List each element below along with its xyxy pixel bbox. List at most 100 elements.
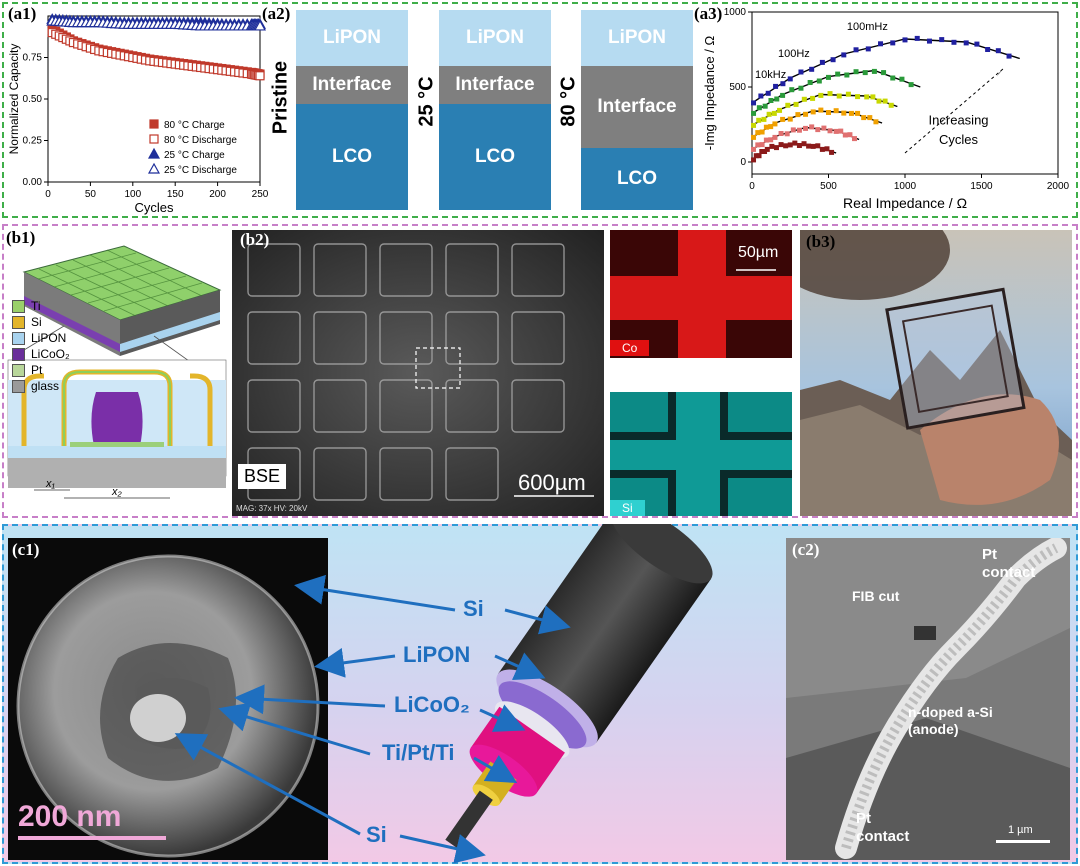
sem-bse-image: BSE 600µm MAG: 37x HV: 20kV xyxy=(232,230,604,516)
series-2 xyxy=(751,107,883,140)
data-point xyxy=(774,96,780,102)
data-point xyxy=(985,47,991,52)
callout-licoo2: LiCoO₂ xyxy=(394,692,470,717)
data-point xyxy=(818,107,824,113)
data-point xyxy=(890,75,896,81)
data-point xyxy=(864,94,870,100)
data-point xyxy=(888,102,894,108)
x-axis-label: Real Impedance / Ω xyxy=(843,195,967,211)
data-point xyxy=(908,82,914,88)
data-point xyxy=(871,68,877,74)
data-point xyxy=(764,146,770,152)
data-point xyxy=(784,131,790,137)
data-point xyxy=(841,110,847,116)
data-point xyxy=(867,115,873,121)
data-point xyxy=(777,107,783,113)
legend-marker xyxy=(149,119,159,129)
sem-nanowire-image: Pt contact FIB cut n-doped a-Si (anode) … xyxy=(786,538,1070,860)
data-point xyxy=(790,127,796,133)
legend-marker xyxy=(147,147,161,159)
x-tick-label: 1500 xyxy=(970,181,993,192)
data-point xyxy=(862,70,868,76)
data-point xyxy=(809,124,815,130)
series-0 xyxy=(751,140,837,163)
layer-lipon: LiPON xyxy=(439,10,551,66)
data-point xyxy=(778,142,784,148)
pt-swatch xyxy=(12,363,25,377)
data-point xyxy=(818,92,824,98)
data-point xyxy=(796,127,802,133)
data-point xyxy=(785,102,791,108)
label-b1: (b1) xyxy=(6,228,36,247)
co-tag: Co xyxy=(610,340,650,356)
data-point xyxy=(773,83,779,89)
annotation-100mhz: 100mHz xyxy=(847,21,888,33)
x2-label: x₂ xyxy=(112,486,122,498)
x-tick-label: 2000 xyxy=(1047,181,1070,192)
data-point xyxy=(852,136,858,142)
impedance-chart: 0 500 1000 1500 2000 0 500 1000 Real Impedance /… xyxy=(702,7,1070,211)
data-point xyxy=(881,70,887,76)
data-point xyxy=(876,98,882,104)
y-axis-label: Normalized Capacity xyxy=(7,44,21,155)
series-1 xyxy=(47,28,265,81)
nanowire-scene xyxy=(786,538,1070,860)
data-point xyxy=(810,95,816,101)
data-point xyxy=(801,141,807,147)
data-point xyxy=(787,116,793,122)
legend-licoo2: LiCoO₂ xyxy=(12,346,70,362)
data-point xyxy=(835,71,841,77)
data-point xyxy=(995,48,1001,54)
data-point xyxy=(815,143,821,149)
data-point xyxy=(753,153,759,159)
layer-interface: Interface xyxy=(581,66,693,148)
data-point xyxy=(842,132,848,138)
glass-swatch xyxy=(12,379,25,393)
data-point xyxy=(756,117,762,123)
data-point xyxy=(847,132,853,138)
data-point xyxy=(793,101,799,107)
data-point xyxy=(844,72,850,78)
scale-50um: 50µm xyxy=(738,244,779,261)
data-point xyxy=(873,119,879,125)
x-tick-label: 500 xyxy=(820,181,837,192)
legend-label: 80 °C Discharge xyxy=(164,135,237,146)
data-point xyxy=(765,90,771,96)
data-point xyxy=(809,66,815,72)
ti-swatch xyxy=(12,299,25,313)
y-tick-label: 1000 xyxy=(724,7,747,18)
legend-marker xyxy=(149,134,159,144)
data-point xyxy=(253,19,267,31)
scale-bar xyxy=(18,836,166,840)
panel-b-frame xyxy=(2,224,1078,518)
y-tick-label: 0.25 xyxy=(23,136,43,147)
data-point xyxy=(780,81,786,87)
callout-si-outer: Si xyxy=(463,596,484,621)
data-point xyxy=(855,110,861,116)
scale-200nm: 200 nm xyxy=(18,800,122,833)
x-tick-label: 0 xyxy=(45,189,51,200)
data-point xyxy=(838,128,844,134)
sem-footer: MAG: 37x HV: 20kV xyxy=(236,504,308,513)
data-point xyxy=(882,98,888,104)
b1-legend: Ti Si LiPON LiCoO₂ Pt glass xyxy=(12,298,70,394)
grid-pattern xyxy=(232,230,604,516)
data-point xyxy=(762,149,768,154)
data-point xyxy=(751,122,757,128)
callout-tiptti: Ti/Pt/Ti xyxy=(382,740,455,765)
trend-arrowhead xyxy=(996,69,1003,77)
legend-glass: glass xyxy=(12,378,70,394)
data-point xyxy=(890,40,896,46)
legend-label: 25 °C Discharge xyxy=(164,165,237,176)
si-map: Si xyxy=(610,392,792,516)
data-point xyxy=(780,116,786,122)
data-point xyxy=(768,124,774,130)
data-point xyxy=(810,143,816,149)
data-point xyxy=(833,128,839,134)
x-tick-label: 250 xyxy=(252,189,268,200)
data-point xyxy=(756,153,762,159)
fib-cut-label: FIB cut xyxy=(852,588,900,604)
data-point xyxy=(841,52,847,58)
data-point xyxy=(759,129,765,135)
data-point xyxy=(899,76,905,82)
